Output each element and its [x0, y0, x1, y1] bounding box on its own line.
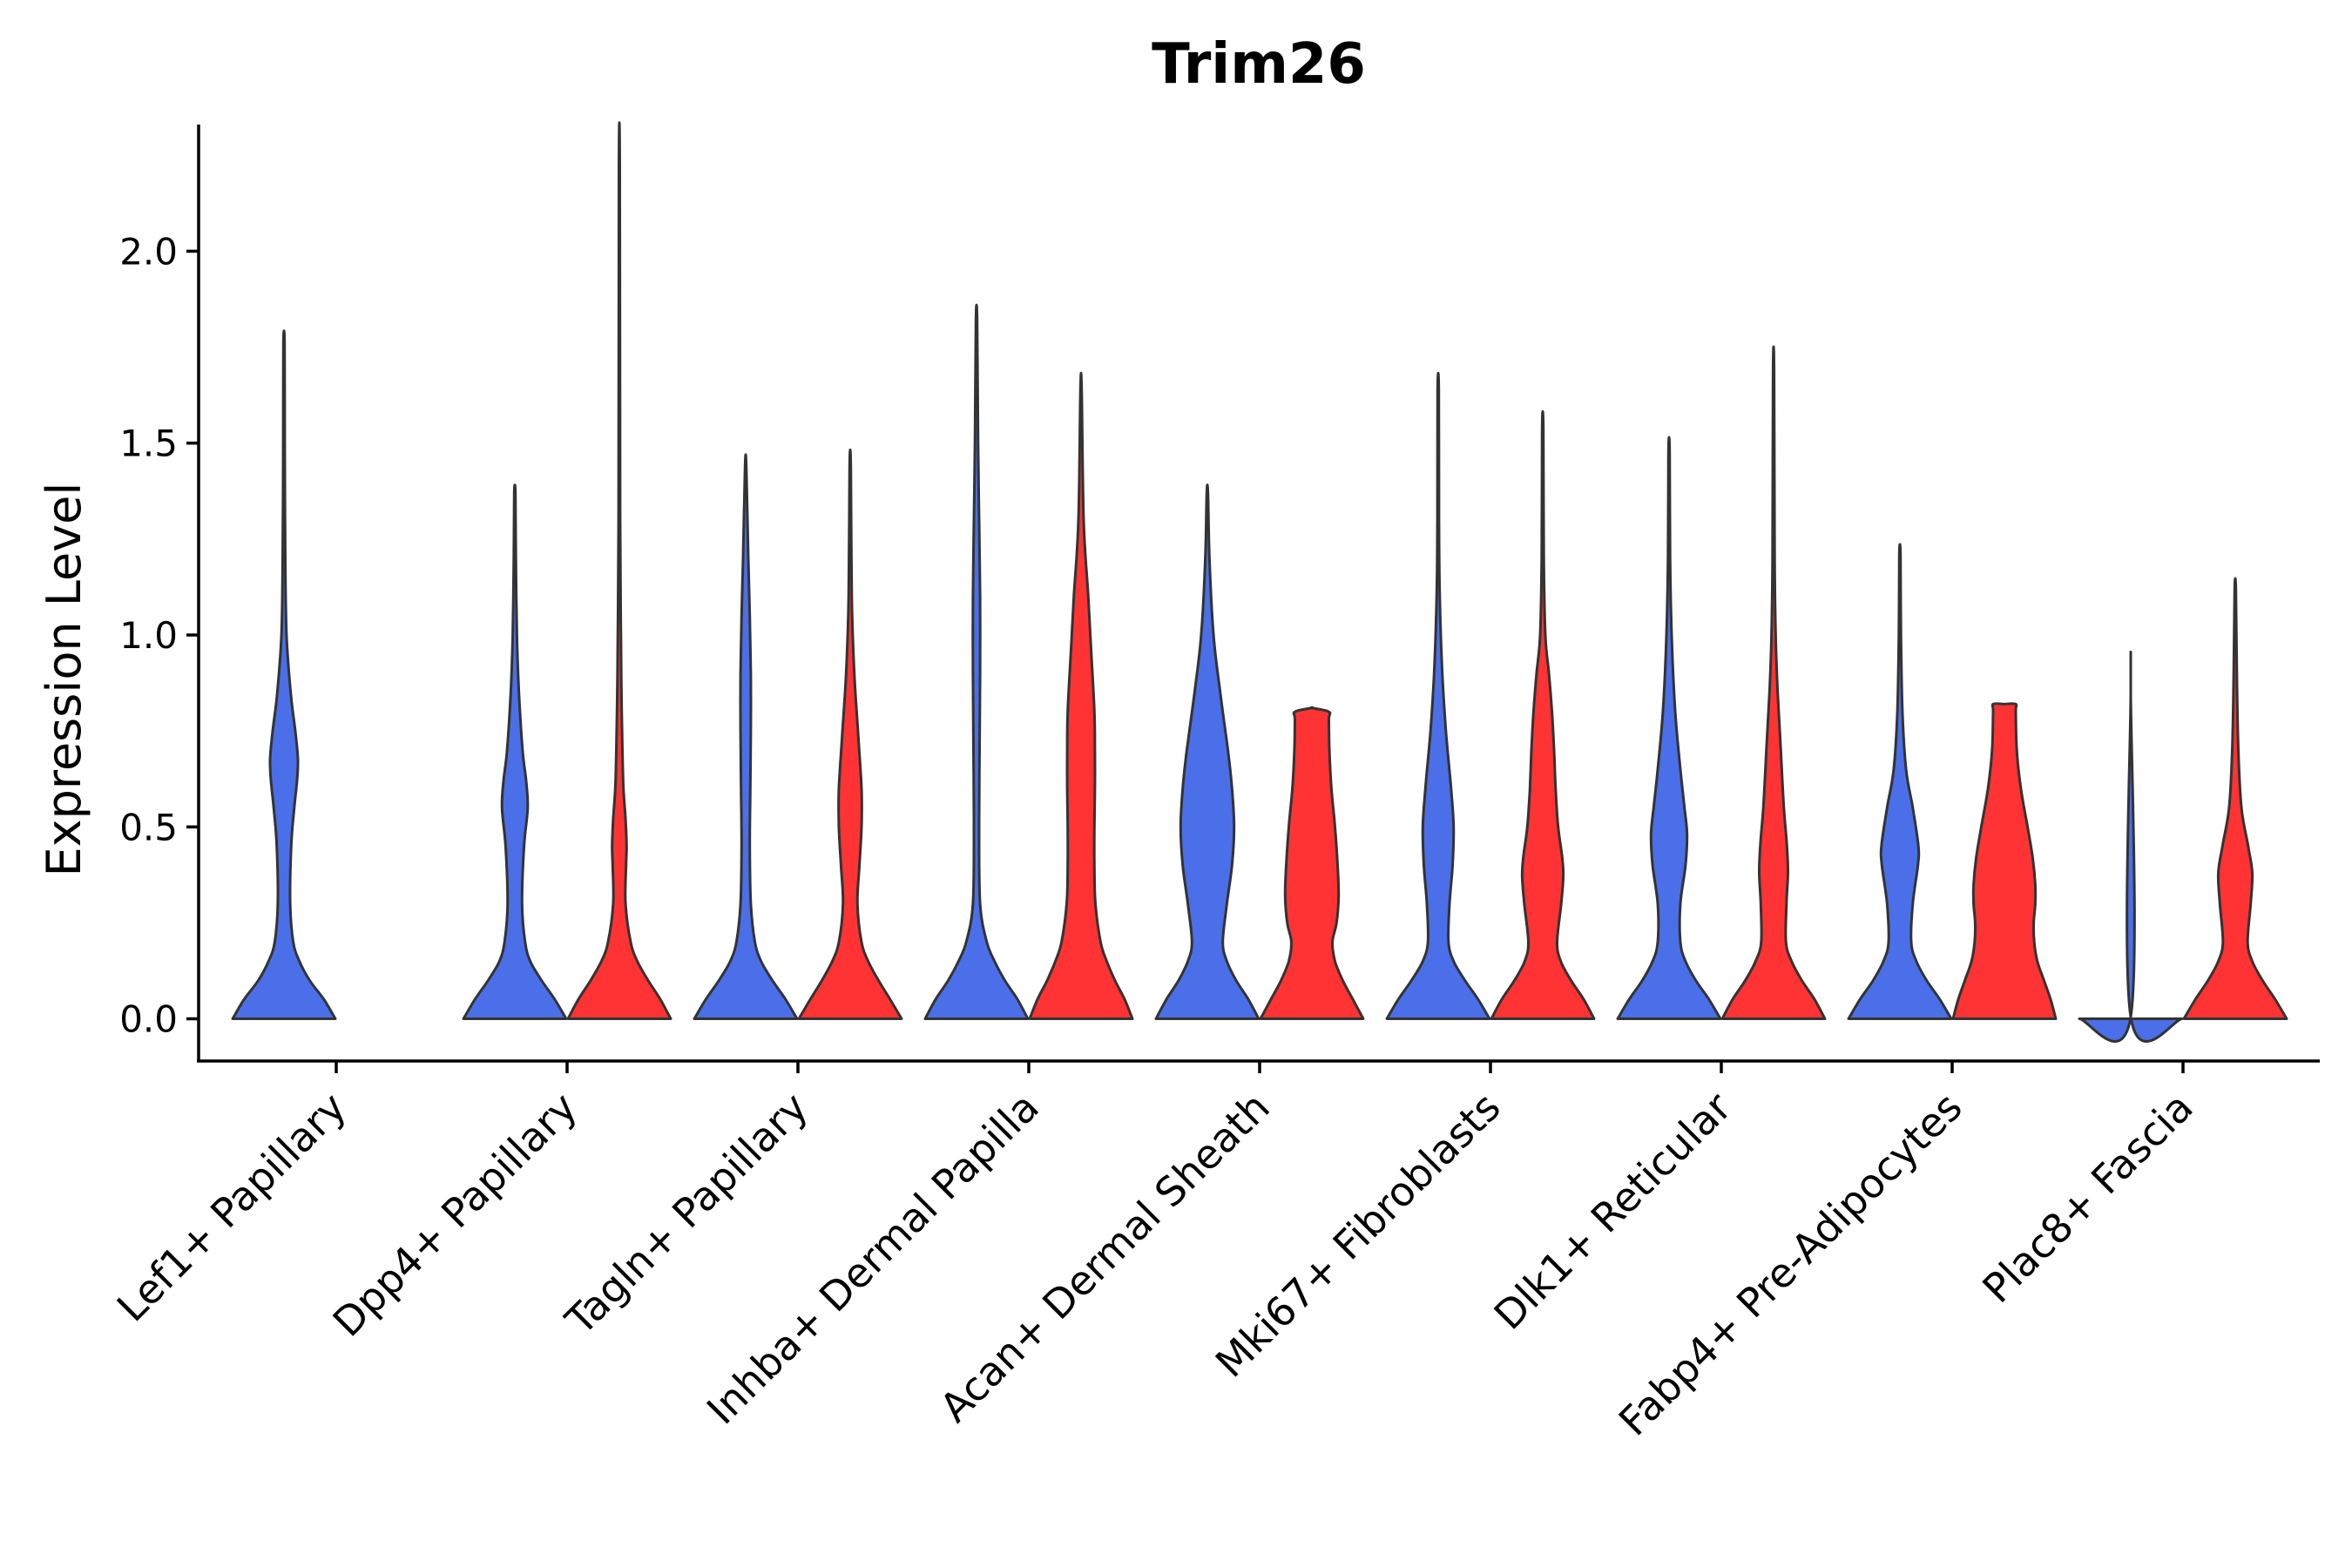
x-category-label: Dlk1+ Reticular — [1485, 1084, 1740, 1339]
y-ticks: 0.0 0.5 1.0 1.5 2.0 — [119, 230, 199, 1041]
x-category-label: Plac8+ Fascia — [1973, 1084, 2201, 1312]
red-violin — [1720, 345, 1827, 1020]
x-category-label: Dpp4+ Papillary — [324, 1084, 586, 1346]
red-violin — [1951, 702, 2058, 1020]
blue-violin — [462, 483, 568, 1020]
y-tick-label: 1.0 — [119, 614, 178, 657]
blue-violin — [923, 303, 1030, 1020]
blue-violin — [1616, 436, 1722, 1020]
red-violin — [1259, 706, 1365, 1020]
x-category-label: Tagln+ Papillary — [556, 1084, 817, 1345]
red-violin — [566, 121, 672, 1020]
blue-violin — [693, 453, 799, 1020]
blue-violin — [1847, 543, 1953, 1020]
red-violin — [2182, 577, 2288, 1020]
blue-violin — [231, 329, 337, 1020]
y-tick-label: 2.0 — [119, 230, 178, 273]
blue-violin — [1385, 371, 1491, 1020]
red-violin — [797, 448, 903, 1020]
red-violin — [1490, 409, 1596, 1020]
x-category-label: Lef1+ Papillary — [108, 1084, 355, 1331]
blue-violin — [2078, 651, 2184, 1043]
blue-violin — [1154, 483, 1260, 1020]
violin-plot-area — [231, 121, 2288, 1043]
y-tick-label: 1.5 — [119, 422, 178, 465]
y-tick-label: 0.5 — [119, 806, 178, 848]
y-tick-label: 0.0 — [119, 998, 178, 1041]
red-violin — [1028, 371, 1134, 1020]
chart-title: Trim26 — [1152, 32, 1366, 97]
y-axis-label: Expression Level — [37, 483, 91, 877]
